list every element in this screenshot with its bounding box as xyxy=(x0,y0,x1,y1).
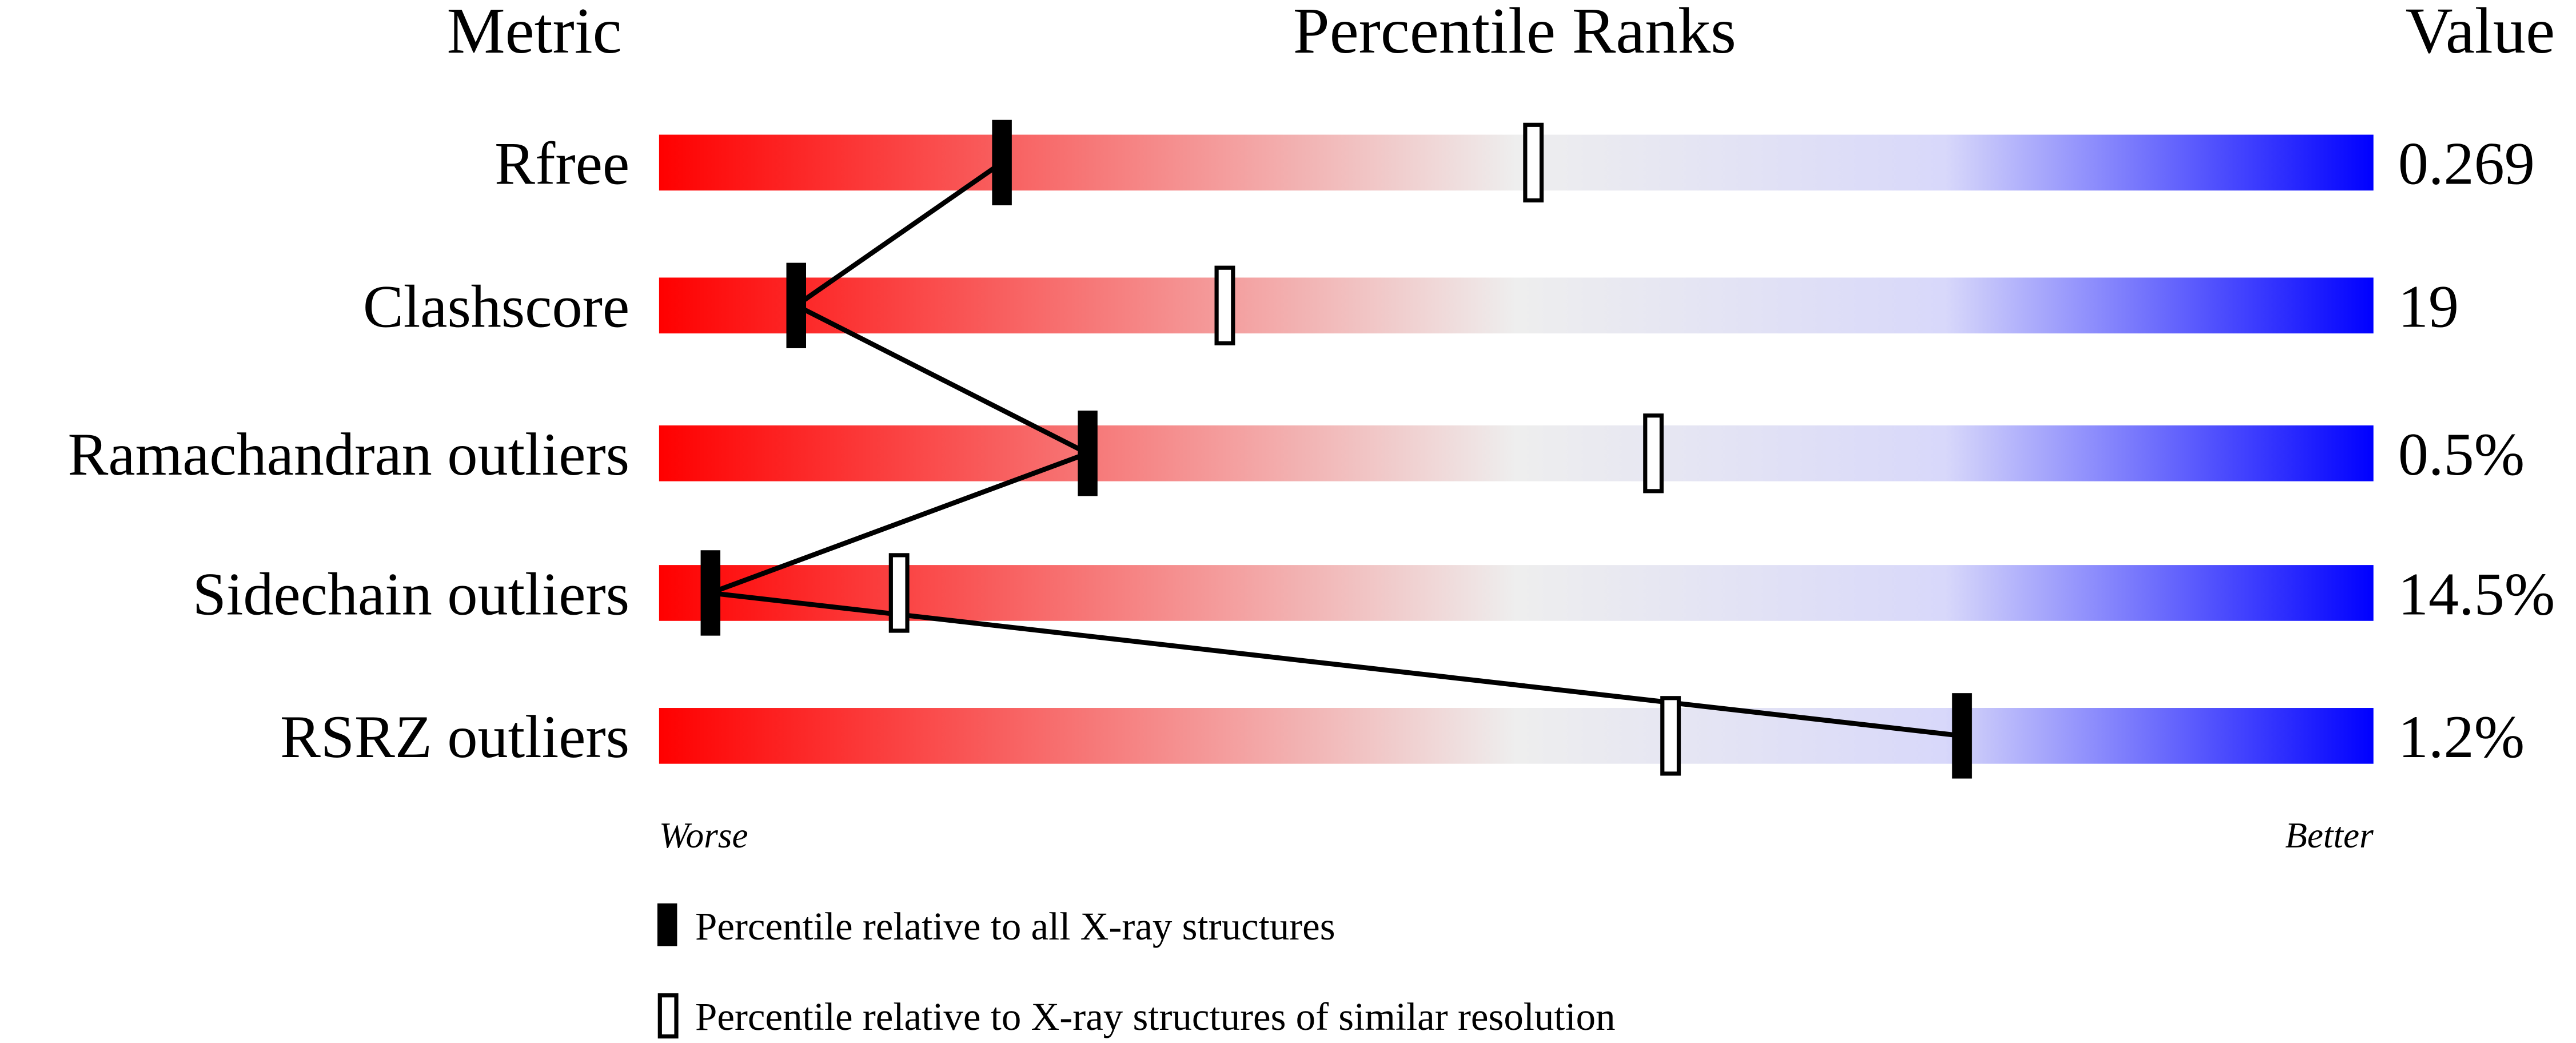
percentile-bar xyxy=(659,134,2374,191)
metric-label: Sidechain outliers xyxy=(193,560,629,627)
legend-label-similar: Percentile relative to X-ray structures … xyxy=(695,995,1616,1038)
metric-label: RSRZ outliers xyxy=(280,703,629,770)
percentile-all-marker xyxy=(700,550,721,636)
percentile-similar-marker xyxy=(1643,413,1664,493)
legend-filled-marker xyxy=(657,903,677,946)
metric-label: Rfree xyxy=(495,130,629,197)
percentile-bar xyxy=(659,708,2374,764)
header-percentile-ranks: Percentile Ranks xyxy=(1293,0,1736,67)
percentile-bar xyxy=(659,565,2374,621)
metric-value: 14.5% xyxy=(2398,560,2555,627)
metric-value: 0.5% xyxy=(2398,420,2525,488)
axis-label-better: Better xyxy=(2285,815,2374,855)
percentile-bar xyxy=(659,277,2374,334)
percentile-all-marker xyxy=(1078,411,1098,496)
percentile-similar-marker xyxy=(1523,122,1544,203)
metric-label: Ramachandran outliers xyxy=(68,420,630,488)
percentile-all-marker xyxy=(786,262,806,348)
axis-label-worse: Worse xyxy=(659,815,748,855)
percentile-similar-marker xyxy=(1214,265,1235,345)
legend-label-all: Percentile relative to all X-ray structu… xyxy=(695,905,1335,948)
percentile-similar-marker xyxy=(888,553,910,633)
metric-value: 1.2% xyxy=(2398,703,2525,770)
header-value: Value xyxy=(2406,0,2555,67)
metric-label: Clashscore xyxy=(363,273,629,340)
percentile-similar-marker xyxy=(1660,696,1681,776)
metric-value: 0.269 xyxy=(2398,130,2535,197)
percentile-bar xyxy=(659,425,2374,481)
legend-open-marker xyxy=(657,993,679,1039)
percentile-all-marker xyxy=(992,120,1012,206)
header-metric: Metric xyxy=(446,0,621,67)
metric-value: 19 xyxy=(2398,273,2459,340)
percentile-all-marker xyxy=(1952,693,1972,779)
